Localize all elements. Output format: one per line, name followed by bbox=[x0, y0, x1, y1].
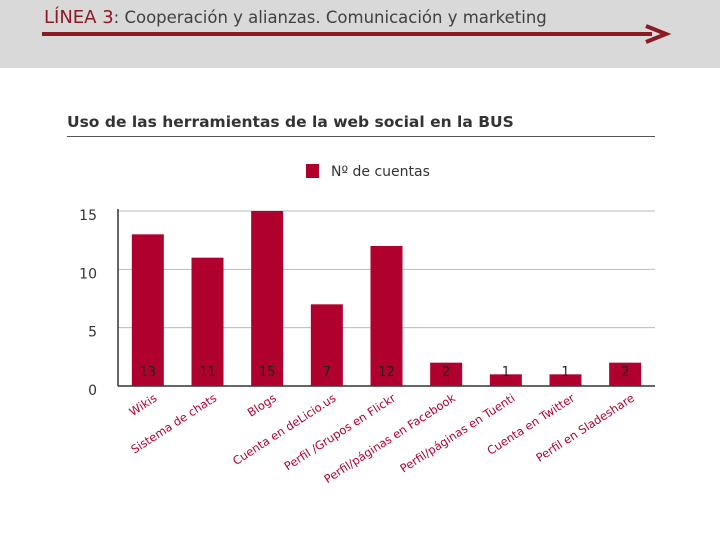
bar bbox=[191, 257, 224, 386]
bar bbox=[549, 374, 582, 386]
bar bbox=[251, 211, 284, 386]
line-label: LÍNEA 3 bbox=[44, 7, 114, 28]
y-tick-label: 5 bbox=[88, 325, 97, 341]
bar bbox=[370, 246, 403, 386]
data-label: 12 bbox=[378, 365, 395, 380]
data-label: 2 bbox=[621, 365, 629, 380]
x-tick-label: Perfil en Sladeshare bbox=[533, 391, 636, 465]
line-subtitle: : Cooperación y alianzas. Comunicación y… bbox=[113, 8, 547, 27]
y-tick-label: 0 bbox=[88, 383, 97, 399]
data-label: 11 bbox=[199, 365, 216, 380]
bar bbox=[489, 374, 522, 386]
bar bbox=[609, 362, 642, 386]
data-label: 2 bbox=[442, 365, 450, 380]
x-tick-label: Perfil /Grupos en Flickr bbox=[282, 391, 399, 474]
bar bbox=[131, 234, 164, 386]
bar bbox=[430, 362, 463, 386]
x-tick-label: Wikis bbox=[127, 391, 160, 419]
y-tick-label: 10 bbox=[79, 266, 97, 282]
arrow-icon bbox=[42, 24, 672, 44]
legend-label: Nº de cuentas bbox=[331, 164, 430, 180]
data-label: 1 bbox=[561, 365, 569, 380]
slide-title: LÍNEA 3: Cooperación y alianzas. Comunic… bbox=[44, 7, 547, 28]
data-label: 15 bbox=[259, 365, 276, 380]
data-label: 13 bbox=[140, 365, 157, 380]
chart-title: Uso de las herramientas de la web social… bbox=[67, 113, 514, 131]
legend-swatch bbox=[306, 164, 319, 178]
x-tick-label: Cuenta en deLicio.us bbox=[230, 391, 338, 468]
data-label: 7 bbox=[323, 365, 331, 380]
x-tick-label: Perfil/páginas en Tuenti bbox=[397, 391, 517, 476]
title-divider bbox=[67, 136, 655, 137]
y-tick-label: 15 bbox=[79, 208, 97, 224]
bar bbox=[310, 304, 343, 386]
x-tick-label: Blogs bbox=[245, 391, 279, 420]
data-label: 1 bbox=[502, 365, 510, 380]
